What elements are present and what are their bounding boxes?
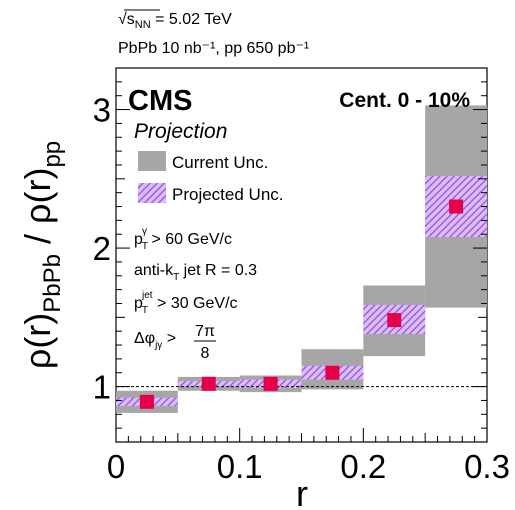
y-tick-labels: 1 2 3 xyxy=(93,92,111,406)
data-point xyxy=(387,313,402,328)
dphi-numerator: 7π xyxy=(195,323,215,340)
centrality-label: Cent. 0 - 10% xyxy=(339,89,470,112)
jet-algorithm: anti-kT jet R = 0.3 xyxy=(134,262,257,283)
x-tick-labels: 0 0.1 0.2 0.3 xyxy=(107,448,510,485)
energy-text: √sNN = 5.02 TeV xyxy=(118,11,232,31)
legend-projected-swatch xyxy=(138,183,166,203)
x-tick-label: 0.2 xyxy=(340,448,386,485)
legend-current-swatch xyxy=(138,151,166,171)
x-tick-label: 0.1 xyxy=(217,448,263,485)
status-label: Projection xyxy=(134,120,227,143)
x-axis-title: r xyxy=(296,473,308,510)
data-point xyxy=(449,199,464,214)
y-tick-label: 3 xyxy=(93,92,111,129)
data-point xyxy=(325,365,340,380)
x-tick-label: 0 xyxy=(107,448,125,485)
experiment-label: CMS xyxy=(128,85,192,117)
y-axis-title: ρ(r)PbPb / ρ(r)pp xyxy=(17,141,66,369)
y-tick-label: 1 xyxy=(93,369,111,406)
axis-ticks xyxy=(115,67,488,442)
legend-projected-label: Projected Unc. xyxy=(172,185,284,204)
lumi-text: PbPb 10 nb⁻¹, pp 650 pb⁻¹ xyxy=(118,40,309,57)
data-markers xyxy=(139,199,464,409)
selection-cuts: pTγ > 60 GeV/c anti-kT jet R = 0.3 pTjet… xyxy=(134,226,257,362)
data-point xyxy=(201,376,216,391)
data-point xyxy=(139,394,154,409)
x-tick-label: 0.3 xyxy=(464,448,510,485)
data-point xyxy=(263,376,278,391)
y-tick-label: 2 xyxy=(93,230,111,267)
photon-pt-cut: pTγ > 60 GeV/c xyxy=(134,226,232,252)
legend: Current Unc. Projected Unc. xyxy=(138,151,284,204)
legend-current-label: Current Unc. xyxy=(172,153,268,172)
dphi-denominator: 8 xyxy=(201,345,210,362)
jet-pt-cut: pTjet > 30 GeV/c xyxy=(134,290,238,316)
header: √sNN = 5.02 TeV PbPb 10 nb⁻¹, pp 650 pb⁻… xyxy=(118,9,309,57)
dphi-cut: Δφjγ > xyxy=(134,330,176,351)
